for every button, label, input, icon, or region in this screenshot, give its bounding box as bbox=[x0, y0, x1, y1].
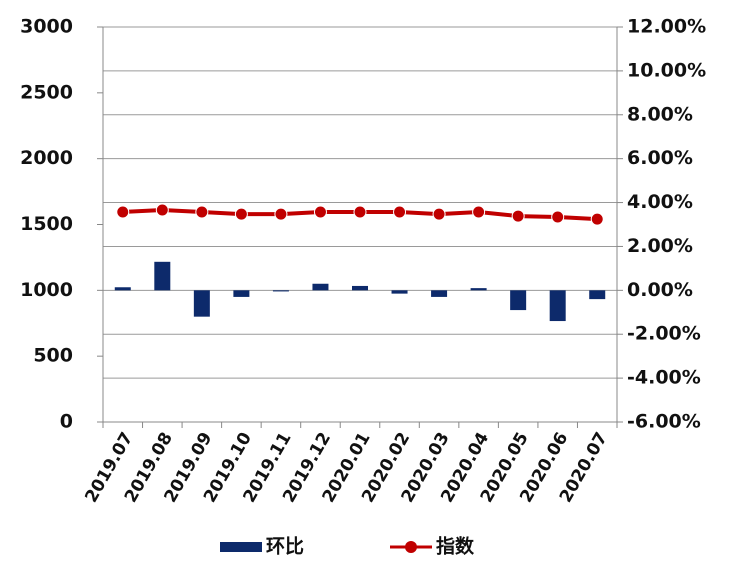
marker bbox=[551, 210, 565, 224]
y2-tick-label: 6.00% bbox=[627, 147, 693, 169]
bar bbox=[272, 290, 289, 292]
y-tick-label: 1000 bbox=[20, 279, 73, 301]
y2-tick-label: 2.00% bbox=[627, 235, 693, 257]
y2-tick-label: 10.00% bbox=[627, 59, 706, 81]
marker bbox=[155, 203, 169, 217]
bar bbox=[312, 283, 329, 291]
marker bbox=[432, 207, 446, 221]
y2-tick-label: -4.00% bbox=[627, 367, 701, 389]
marker bbox=[511, 209, 525, 223]
marker bbox=[234, 207, 248, 221]
marker bbox=[195, 205, 209, 219]
y-tick-label: 500 bbox=[33, 345, 73, 367]
bar bbox=[510, 290, 527, 311]
bar bbox=[589, 290, 606, 300]
y2-tick-label: -2.00% bbox=[627, 323, 701, 345]
y2-tick-label: 4.00% bbox=[627, 191, 693, 213]
y2-tick-label: 0.00% bbox=[627, 279, 693, 301]
marker bbox=[116, 205, 130, 219]
y-tick-label: 2500 bbox=[20, 81, 73, 103]
bar bbox=[114, 287, 131, 291]
marker bbox=[393, 205, 407, 219]
y2-tick-label: 8.00% bbox=[627, 103, 693, 125]
marker bbox=[472, 205, 486, 219]
legend-marker bbox=[405, 541, 417, 553]
legend-label: 指数 bbox=[436, 535, 475, 558]
bar bbox=[352, 285, 368, 291]
bar bbox=[470, 288, 487, 291]
bar bbox=[431, 290, 448, 297]
bar bbox=[233, 290, 250, 297]
marker bbox=[313, 205, 327, 219]
bar bbox=[549, 290, 566, 322]
bar bbox=[391, 290, 408, 294]
legend-label: 环比 bbox=[266, 536, 304, 558]
y-tick-label: 2000 bbox=[20, 147, 73, 169]
legend-swatch bbox=[220, 542, 262, 552]
marker bbox=[353, 205, 367, 219]
y2-tick-label: 12.00% bbox=[627, 16, 706, 38]
bar bbox=[193, 290, 210, 317]
marker bbox=[274, 207, 288, 221]
y-tick-label: 1500 bbox=[20, 213, 73, 235]
y-tick-label: 0 bbox=[60, 411, 73, 433]
y2-tick-label: -6.00% bbox=[627, 411, 701, 433]
y-tick-label: 3000 bbox=[20, 16, 73, 38]
marker bbox=[590, 212, 604, 226]
bar bbox=[154, 261, 171, 291]
